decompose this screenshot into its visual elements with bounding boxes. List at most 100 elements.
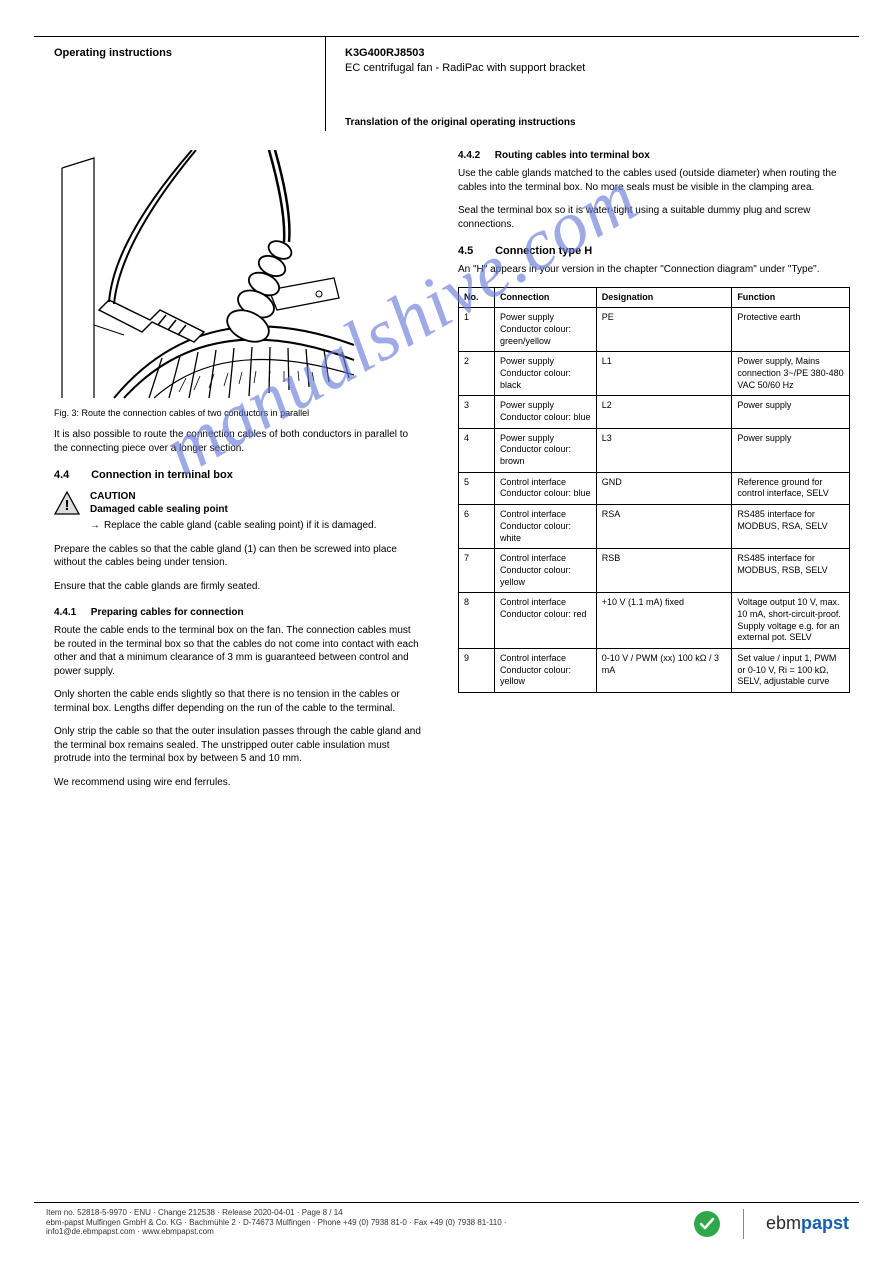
table-header-cell: Function — [732, 287, 850, 308]
section-4-5: 4.5 Connection type H — [458, 245, 858, 257]
table-cell: L3 — [596, 428, 732, 472]
table-cell: 3 — [459, 396, 495, 428]
fan-connector-drawing — [54, 150, 374, 400]
header-right-block: K3G400RJ8503 EC centrifugal fan - RadiPa… — [345, 46, 815, 129]
table-cell: RS485 interface for MODBUS, RSA, SELV — [732, 505, 850, 549]
caution-sub: Damaged cable sealing point — [90, 504, 424, 515]
table-cell: 0-10 V / PWM (xx) 100 kΩ / 3 mA — [596, 649, 732, 693]
right-column: 4.4.2 Routing cables into terminal box U… — [458, 150, 858, 693]
section-4-4-2-title: Routing cables into terminal box — [495, 150, 650, 161]
product-desc: EC centrifugal fan - RadiPac with suppor… — [345, 61, 815, 76]
table-cell: Control interface Conductor colour: whit… — [494, 505, 596, 549]
table-cell: Power supply — [732, 428, 850, 472]
section-4-4-1-title: Preparing cables for connection — [91, 607, 244, 618]
table-cell: PE — [596, 308, 732, 352]
green-tech-badge-icon — [693, 1210, 721, 1238]
table-row: 1Power supply Conductor colour: green/ye… — [459, 308, 850, 352]
table-cell: RS485 interface for MODBUS, RSB, SELV — [732, 549, 850, 593]
para-glands: Use the cable glands matched to the cabl… — [458, 167, 858, 194]
section-4-5-num: 4.5 — [458, 245, 492, 257]
para-seal: Seal the terminal box so it is water-tig… — [458, 204, 858, 231]
header-left-block: Operating instructions — [54, 46, 314, 61]
table-cell: RSB — [596, 549, 732, 593]
table-cell: 7 — [459, 549, 495, 593]
table-cell: 5 — [459, 472, 495, 504]
logo-suffix: papst — [801, 1213, 849, 1233]
table-header-cell: No. — [459, 287, 495, 308]
table-cell: Power supply Conductor colour: blue — [494, 396, 596, 428]
section-4-4-num: 4.4 — [54, 469, 88, 481]
para-route: Route the cable ends to the terminal box… — [54, 624, 424, 678]
table-cell: L2 — [596, 396, 732, 428]
section-4-4-title: Connection in terminal box — [91, 469, 233, 481]
para-shorten: Only shorten the cable ends slightly so … — [54, 688, 424, 715]
table-cell: 8 — [459, 593, 495, 649]
para-cable-parallel: It is also possible to route the connect… — [54, 428, 424, 455]
table-header-cell: Designation — [596, 287, 732, 308]
table-row: 7Control interface Conductor colour: yel… — [459, 549, 850, 593]
section-4-4-1: 4.4.1 Preparing cables for connection — [54, 607, 424, 618]
table-cell: Control interface Conductor colour: blue — [494, 472, 596, 504]
table-cell: 1 — [459, 308, 495, 352]
table-cell: Protective earth — [732, 308, 850, 352]
table-cell: Voltage output 10 V, max. 10 mA, short-c… — [732, 593, 850, 649]
table-cell: 9 — [459, 649, 495, 693]
footer-logos: ebmpapst — [693, 1209, 849, 1239]
table-cell: Power supply Conductor colour: brown — [494, 428, 596, 472]
table-header-cell: Connection — [494, 287, 596, 308]
table-cell: 2 — [459, 352, 495, 396]
section-4-4-2-num: 4.4.2 — [458, 150, 492, 161]
logo-divider — [743, 1209, 744, 1239]
para-seated: Ensure that the cable glands are firmly … — [54, 580, 424, 594]
table-cell: Control interface Conductor colour: red — [494, 593, 596, 649]
table-cell: 6 — [459, 505, 495, 549]
table-cell: 4 — [459, 428, 495, 472]
table-cell: Power supply Conductor colour: green/yel… — [494, 308, 596, 352]
table-row: 9Control interface Conductor colour: yel… — [459, 649, 850, 693]
table-cell: Set value / input 1, PWM or 0-10 V, Ri =… — [732, 649, 850, 693]
footer: Item no. 52818-5-9970 · ENU · Change 212… — [34, 1203, 859, 1243]
table-cell: Power supply, Mains connection 3~/PE 380… — [732, 352, 850, 396]
footer-line1: Item no. 52818-5-9970 · ENU · Change 212… — [46, 1208, 566, 1218]
table-cell: Power supply Conductor colour: black — [494, 352, 596, 396]
table-cell: Control interface Conductor colour: yell… — [494, 549, 596, 593]
footer-line2: ebm-papst Mulfingen GmbH & Co. KG · Bach… — [46, 1218, 566, 1237]
table-row: 6Control interface Conductor colour: whi… — [459, 505, 850, 549]
table-cell: Reference ground for control interface, … — [732, 472, 850, 504]
table-row: 4Power supply Conductor colour: brownL3P… — [459, 428, 850, 472]
ebmpapst-logo: ebmpapst — [766, 1213, 849, 1235]
section-4-5-title: Connection type H — [495, 245, 592, 257]
table-cell: +10 V (1.1 mA) fixed — [596, 593, 732, 649]
table-cell: Power supply — [732, 396, 850, 428]
para-prepare-cables: Prepare the cables so that the cable gla… — [54, 543, 424, 570]
caution-action: Replace the cable gland (cable sealing p… — [90, 519, 424, 533]
header-rule-top — [34, 36, 859, 37]
table-row: 3Power supply Conductor colour: blueL2Po… — [459, 396, 850, 428]
section-4-4-1-num: 4.4.1 — [54, 607, 88, 618]
warning-icon: ! — [54, 491, 80, 515]
para-ferrules: We recommend using wire end ferrules. — [54, 776, 424, 790]
para-type-h: An "H" appears in your version in the ch… — [458, 263, 858, 277]
footer-text: Item no. 52818-5-9970 · ENU · Change 212… — [46, 1208, 566, 1237]
section-4-4-2: 4.4.2 Routing cables into terminal box — [458, 150, 858, 161]
technical-illustration — [54, 150, 374, 400]
table-row: 8Control interface Conductor colour: red… — [459, 593, 850, 649]
table-row: 5Control interface Conductor colour: blu… — [459, 472, 850, 504]
para-strip: Only strip the cable so that the outer i… — [54, 725, 424, 766]
page: { "header": { "left_line1": "Operating i… — [0, 0, 893, 1263]
svg-text:!: ! — [65, 497, 70, 514]
table-cell: Control interface Conductor colour: yell… — [494, 649, 596, 693]
figure-caption: Fig. 3: Route the connection cables of t… — [54, 408, 424, 418]
translation-note: Translation of the original operating in… — [345, 116, 815, 130]
table-cell: L1 — [596, 352, 732, 396]
table-cell: RSA — [596, 505, 732, 549]
caution-block: ! CAUTION Damaged cable sealing point Re… — [54, 491, 424, 533]
connection-table: No.ConnectionDesignationFunction1Power s… — [458, 287, 850, 694]
caution-label: CAUTION — [90, 491, 424, 502]
section-4-4: 4.4 Connection in terminal box — [54, 469, 424, 481]
header-rule-vertical — [325, 36, 326, 131]
table-row: 2Power supply Conductor colour: blackL1P… — [459, 352, 850, 396]
left-column: Fig. 3: Route the connection cables of t… — [54, 150, 424, 799]
logo-prefix: ebm — [766, 1213, 801, 1233]
header-title-left: Operating instructions — [54, 47, 172, 59]
